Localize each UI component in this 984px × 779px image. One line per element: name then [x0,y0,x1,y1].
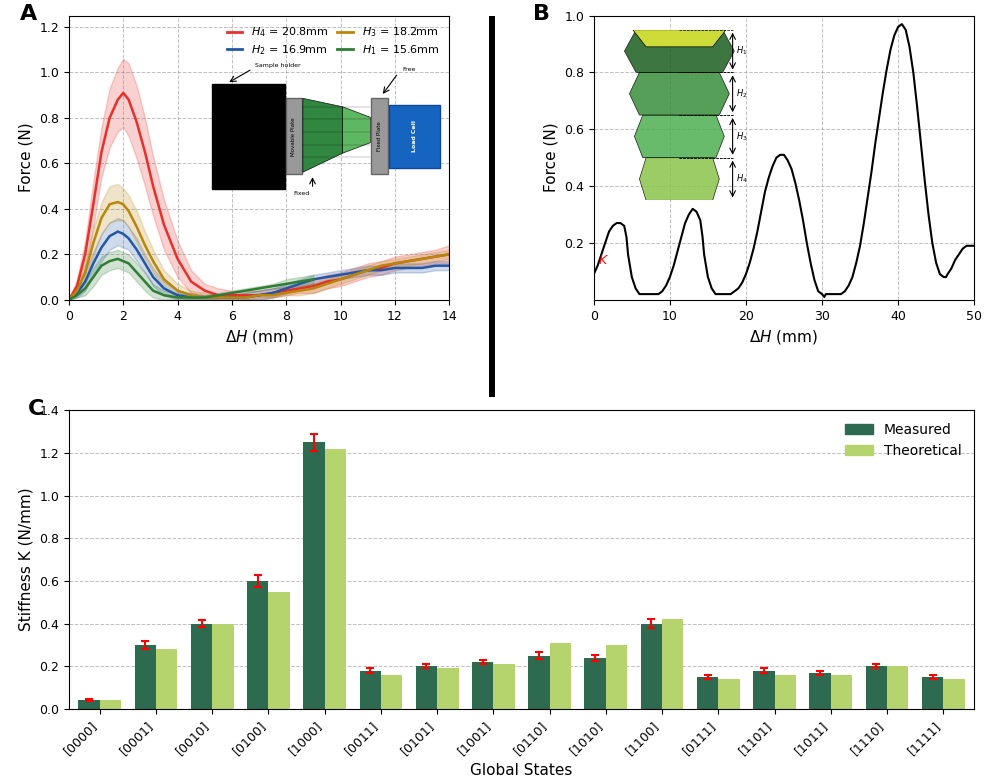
Bar [303,442,325,709]
Bar [528,656,550,709]
X-axis label: Global States: Global States [470,763,573,778]
Bar [437,668,459,709]
Text: $\it{K}$: $\it{K}$ [597,254,609,267]
Bar [718,679,740,709]
Bar [584,657,606,709]
Bar [381,675,402,709]
Legend: $H_4$ = 20.8mm, $H_2$ = 16.9mm, $H_3$ = 18.2mm, $H_1$ = 15.6mm: $H_4$ = 20.8mm, $H_2$ = 16.9mm, $H_3$ = … [222,21,444,61]
Bar [191,624,213,709]
Y-axis label: Force (N): Force (N) [543,123,559,192]
Bar [774,675,796,709]
Legend: Measured, Theoretical: Measured, Theoretical [839,418,967,464]
X-axis label: $\Delta H$ (mm): $\Delta H$ (mm) [750,328,819,346]
Bar [550,643,571,709]
Bar [810,672,830,709]
Bar [269,592,290,709]
Bar [156,649,177,709]
Bar [866,666,887,709]
Bar [135,645,156,709]
Y-axis label: Force (N): Force (N) [19,123,33,192]
Bar [662,619,684,709]
Bar [944,679,964,709]
Bar [416,666,437,709]
Bar [359,671,381,709]
Bar [753,671,774,709]
Bar [606,645,627,709]
Bar [493,664,515,709]
Text: A: A [20,4,36,24]
Bar [99,700,121,709]
Bar [697,677,718,709]
X-axis label: $\Delta H$ (mm): $\Delta H$ (mm) [224,328,293,346]
Bar [247,581,269,709]
Bar [641,624,662,709]
Bar [325,449,346,709]
Bar [830,675,852,709]
Bar [213,624,233,709]
Text: B: B [533,4,550,24]
Text: C: C [29,399,44,418]
Bar [887,666,908,709]
Bar [922,677,944,709]
Y-axis label: Stiffness K (N/mm): Stiffness K (N/mm) [19,488,33,632]
Bar [472,662,493,709]
Bar [79,700,99,709]
